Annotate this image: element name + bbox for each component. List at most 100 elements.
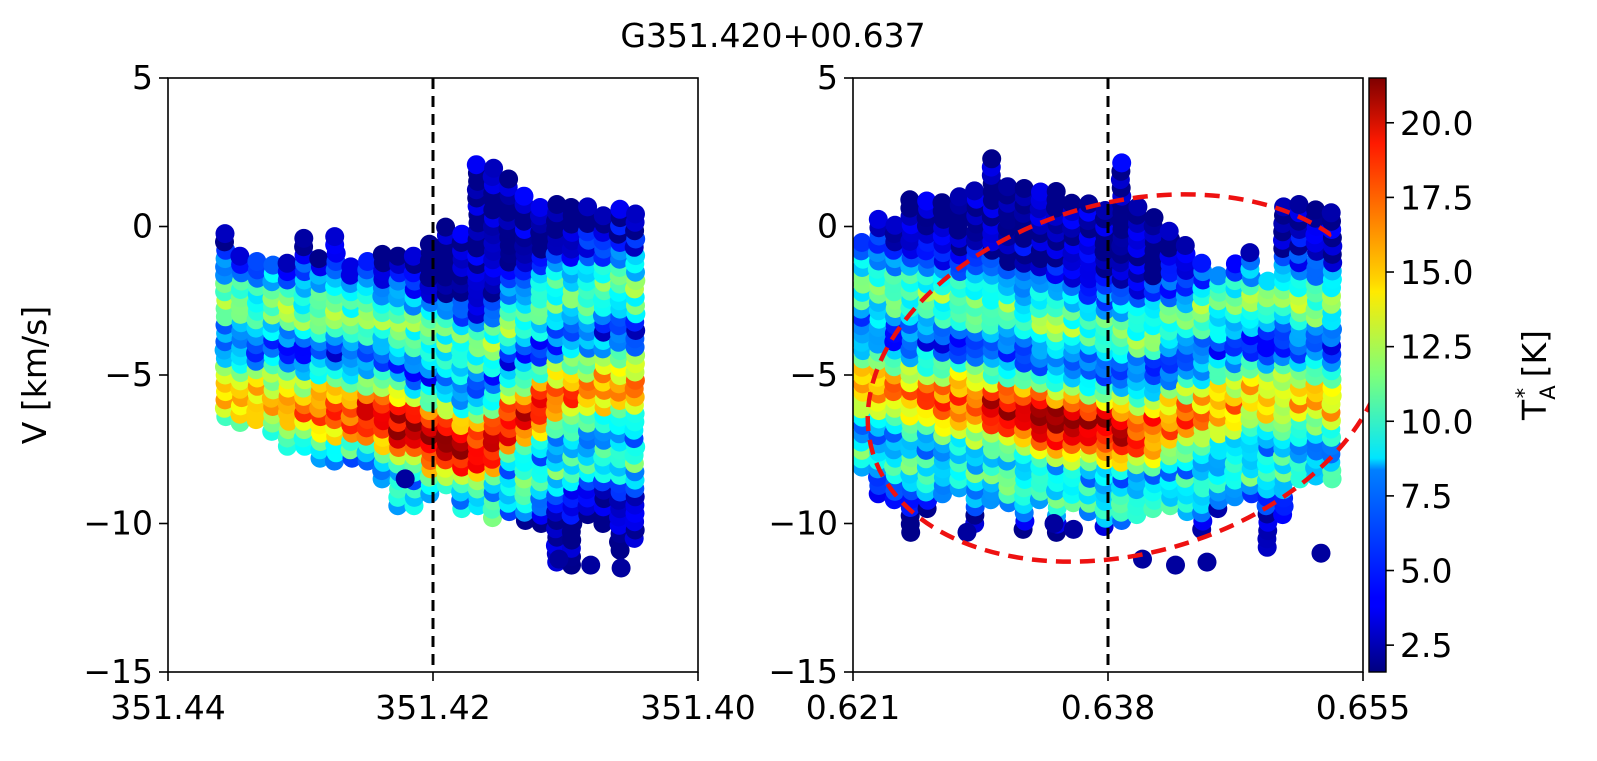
scatter-point (949, 187, 969, 207)
scatter-point (215, 224, 235, 244)
scatter-point (853, 233, 872, 252)
colorbar-tick-label: 12.5 (1400, 328, 1473, 367)
scatter-point (436, 217, 456, 237)
left-x-tick-label: 351.42 (375, 688, 490, 727)
colorbar-label-main: T (1515, 399, 1554, 421)
scatter-point (1031, 182, 1050, 202)
scatter-point (1046, 182, 1066, 201)
scatter-point (957, 522, 977, 542)
scatter-point (1225, 254, 1245, 274)
right-y-tick-label: 0 (817, 207, 838, 246)
scatter-point (549, 549, 569, 569)
scatter-point (561, 198, 581, 217)
left-panel: 5 0 −5 −10 −15 351.44 351.42 351.40 V [km/s] (15, 58, 756, 727)
scatter-point (885, 215, 905, 235)
scatter-point (309, 249, 329, 269)
scatter-point (372, 244, 392, 264)
left-y-ticks: 5 0 −5 −10 −15 (83, 58, 168, 691)
scatter-point (611, 558, 631, 578)
scatter-point (1064, 519, 1083, 539)
scatter-point (610, 199, 630, 219)
scatter-point (1311, 543, 1331, 563)
colorbar-tick-label: 10.0 (1400, 402, 1473, 441)
colorbar-label-sub: A (1536, 385, 1560, 400)
scatter-point (263, 255, 283, 275)
right-scatter-points (853, 149, 1343, 575)
colorbar-label: TA* [K] (1512, 330, 1560, 421)
scatter-point (294, 228, 314, 248)
right-x-tick-label: 0.638 (1061, 688, 1155, 727)
scatter-point (917, 191, 937, 211)
scatter-point (547, 195, 567, 214)
right-x-ticks: 0.621 0.638 0.655 (806, 672, 1410, 727)
scatter-point (1159, 221, 1179, 241)
scatter-point (1175, 236, 1195, 255)
right-y-tick-label: −15 (768, 652, 838, 691)
scatter-point (466, 155, 486, 175)
scatter-point (1258, 271, 1278, 291)
colorbar: 2.5 5.0 7.5 10.0 12.5 15.0 17.5 20.0 TA* [K] (1368, 77, 1560, 673)
right-x-tick-label: 0.621 (806, 688, 900, 727)
left-y-tick-label: 0 (132, 207, 153, 246)
colorbar-tick-label: 2.5 (1400, 626, 1452, 665)
left-x-tick-label: 351.40 (640, 688, 755, 727)
left-y-tick-label: 5 (132, 58, 153, 97)
colorbar-label-unit: [K] (1515, 330, 1554, 388)
colorbar-ticks: 2.5 5.0 7.5 10.0 12.5 15.0 17.5 20.0 (1386, 104, 1473, 665)
scatter-point (403, 246, 423, 266)
scatter-point (593, 206, 613, 226)
scatter-point (581, 555, 601, 575)
scatter-point (358, 252, 377, 271)
scatter-point (1133, 549, 1152, 569)
left-scatter-points (214, 155, 646, 578)
scatter-point (247, 252, 267, 271)
colorbar-gradient (1368, 77, 1387, 673)
scatter-point (868, 209, 888, 229)
scatter-point (499, 169, 519, 189)
colorbar-tick-label: 15.0 (1400, 253, 1473, 292)
right-y-tick-label: −10 (768, 504, 838, 543)
scatter-point (1208, 266, 1228, 286)
scatter-point (484, 158, 504, 178)
figure-title: G351.420+00.637 (620, 16, 925, 55)
scatter-point (1197, 552, 1217, 572)
scatter-point (452, 224, 472, 244)
scatter-point (1289, 195, 1309, 214)
scatter-point (1044, 514, 1064, 533)
scatter-point (900, 190, 920, 210)
scatter-point (1192, 253, 1212, 273)
scatter-point (1144, 208, 1164, 228)
scatter-point (395, 469, 415, 489)
colorbar-tick-label: 17.5 (1400, 178, 1473, 217)
right-y-tick-label: 5 (817, 58, 838, 97)
right-y-ticks: 5 0 −5 −10 −15 (768, 58, 853, 691)
scatter-point (341, 257, 361, 277)
scatter-point (514, 186, 534, 206)
scatter-point (1166, 555, 1185, 575)
right-x-tick-label: 0.655 (1316, 688, 1410, 727)
scatter-point (277, 253, 297, 273)
right-y-tick-label: −5 (789, 355, 838, 394)
scatter-point (1240, 243, 1260, 263)
scatter-point (388, 246, 408, 266)
left-x-tick-label: 351.44 (110, 688, 225, 727)
left-y-tick-label: −5 (104, 355, 153, 394)
left-y-tick-label: −10 (83, 504, 153, 543)
scatter-point (626, 204, 645, 224)
left-x-ticks: 351.44 351.42 351.40 (110, 672, 756, 727)
colorbar-label-sup: * (1512, 388, 1536, 399)
scatter-point (230, 246, 250, 266)
scatter-point (1079, 194, 1099, 214)
scatter-point (1306, 200, 1326, 220)
left-y-tick-label: −15 (83, 652, 153, 691)
scatter-point (1014, 179, 1034, 198)
scatter-point (998, 177, 1018, 197)
scatter-point (578, 197, 598, 217)
scatter-point (1112, 153, 1132, 173)
colorbar-tick-label: 20.0 (1400, 104, 1473, 143)
scatter-point (965, 181, 984, 201)
right-panel: 5 0 −5 −10 −15 0.621 0.638 0.655 (768, 58, 1410, 727)
scatter-point (1321, 203, 1341, 223)
scatter-point (982, 149, 1002, 169)
